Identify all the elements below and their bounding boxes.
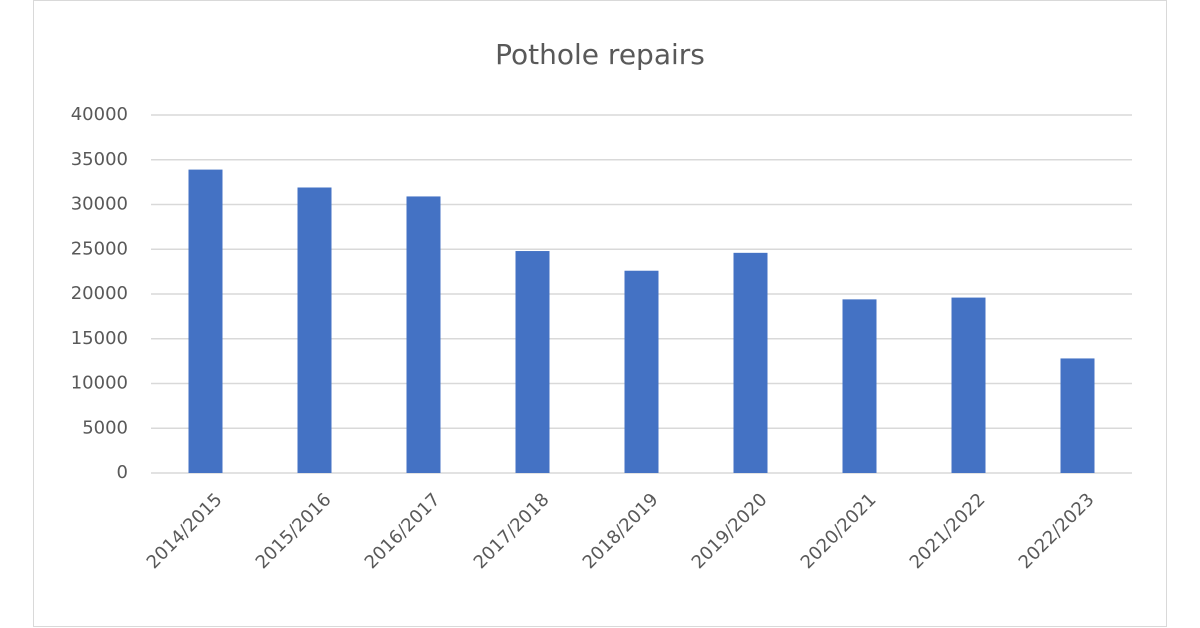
y-tick-label: 15000: [71, 328, 128, 349]
bar: [188, 169, 223, 473]
y-tick-label: 40000: [71, 104, 128, 125]
y-tick-label: 10000: [71, 373, 128, 394]
bar: [624, 270, 659, 473]
y-tick-label: 25000: [71, 238, 128, 259]
y-tick-label: 35000: [71, 149, 128, 170]
bar: [842, 299, 877, 473]
y-tick-label: 5000: [82, 417, 128, 438]
bar: [297, 187, 332, 473]
chart-title: Pothole repairs: [495, 38, 705, 71]
bar: [406, 196, 441, 473]
y-tick-label: 0: [117, 462, 128, 483]
y-tick-label: 20000: [71, 283, 128, 304]
bar: [951, 297, 986, 473]
bar: [1060, 358, 1095, 473]
y-tick-label: 30000: [71, 194, 128, 215]
bar: [733, 252, 768, 473]
bar: [515, 251, 550, 473]
